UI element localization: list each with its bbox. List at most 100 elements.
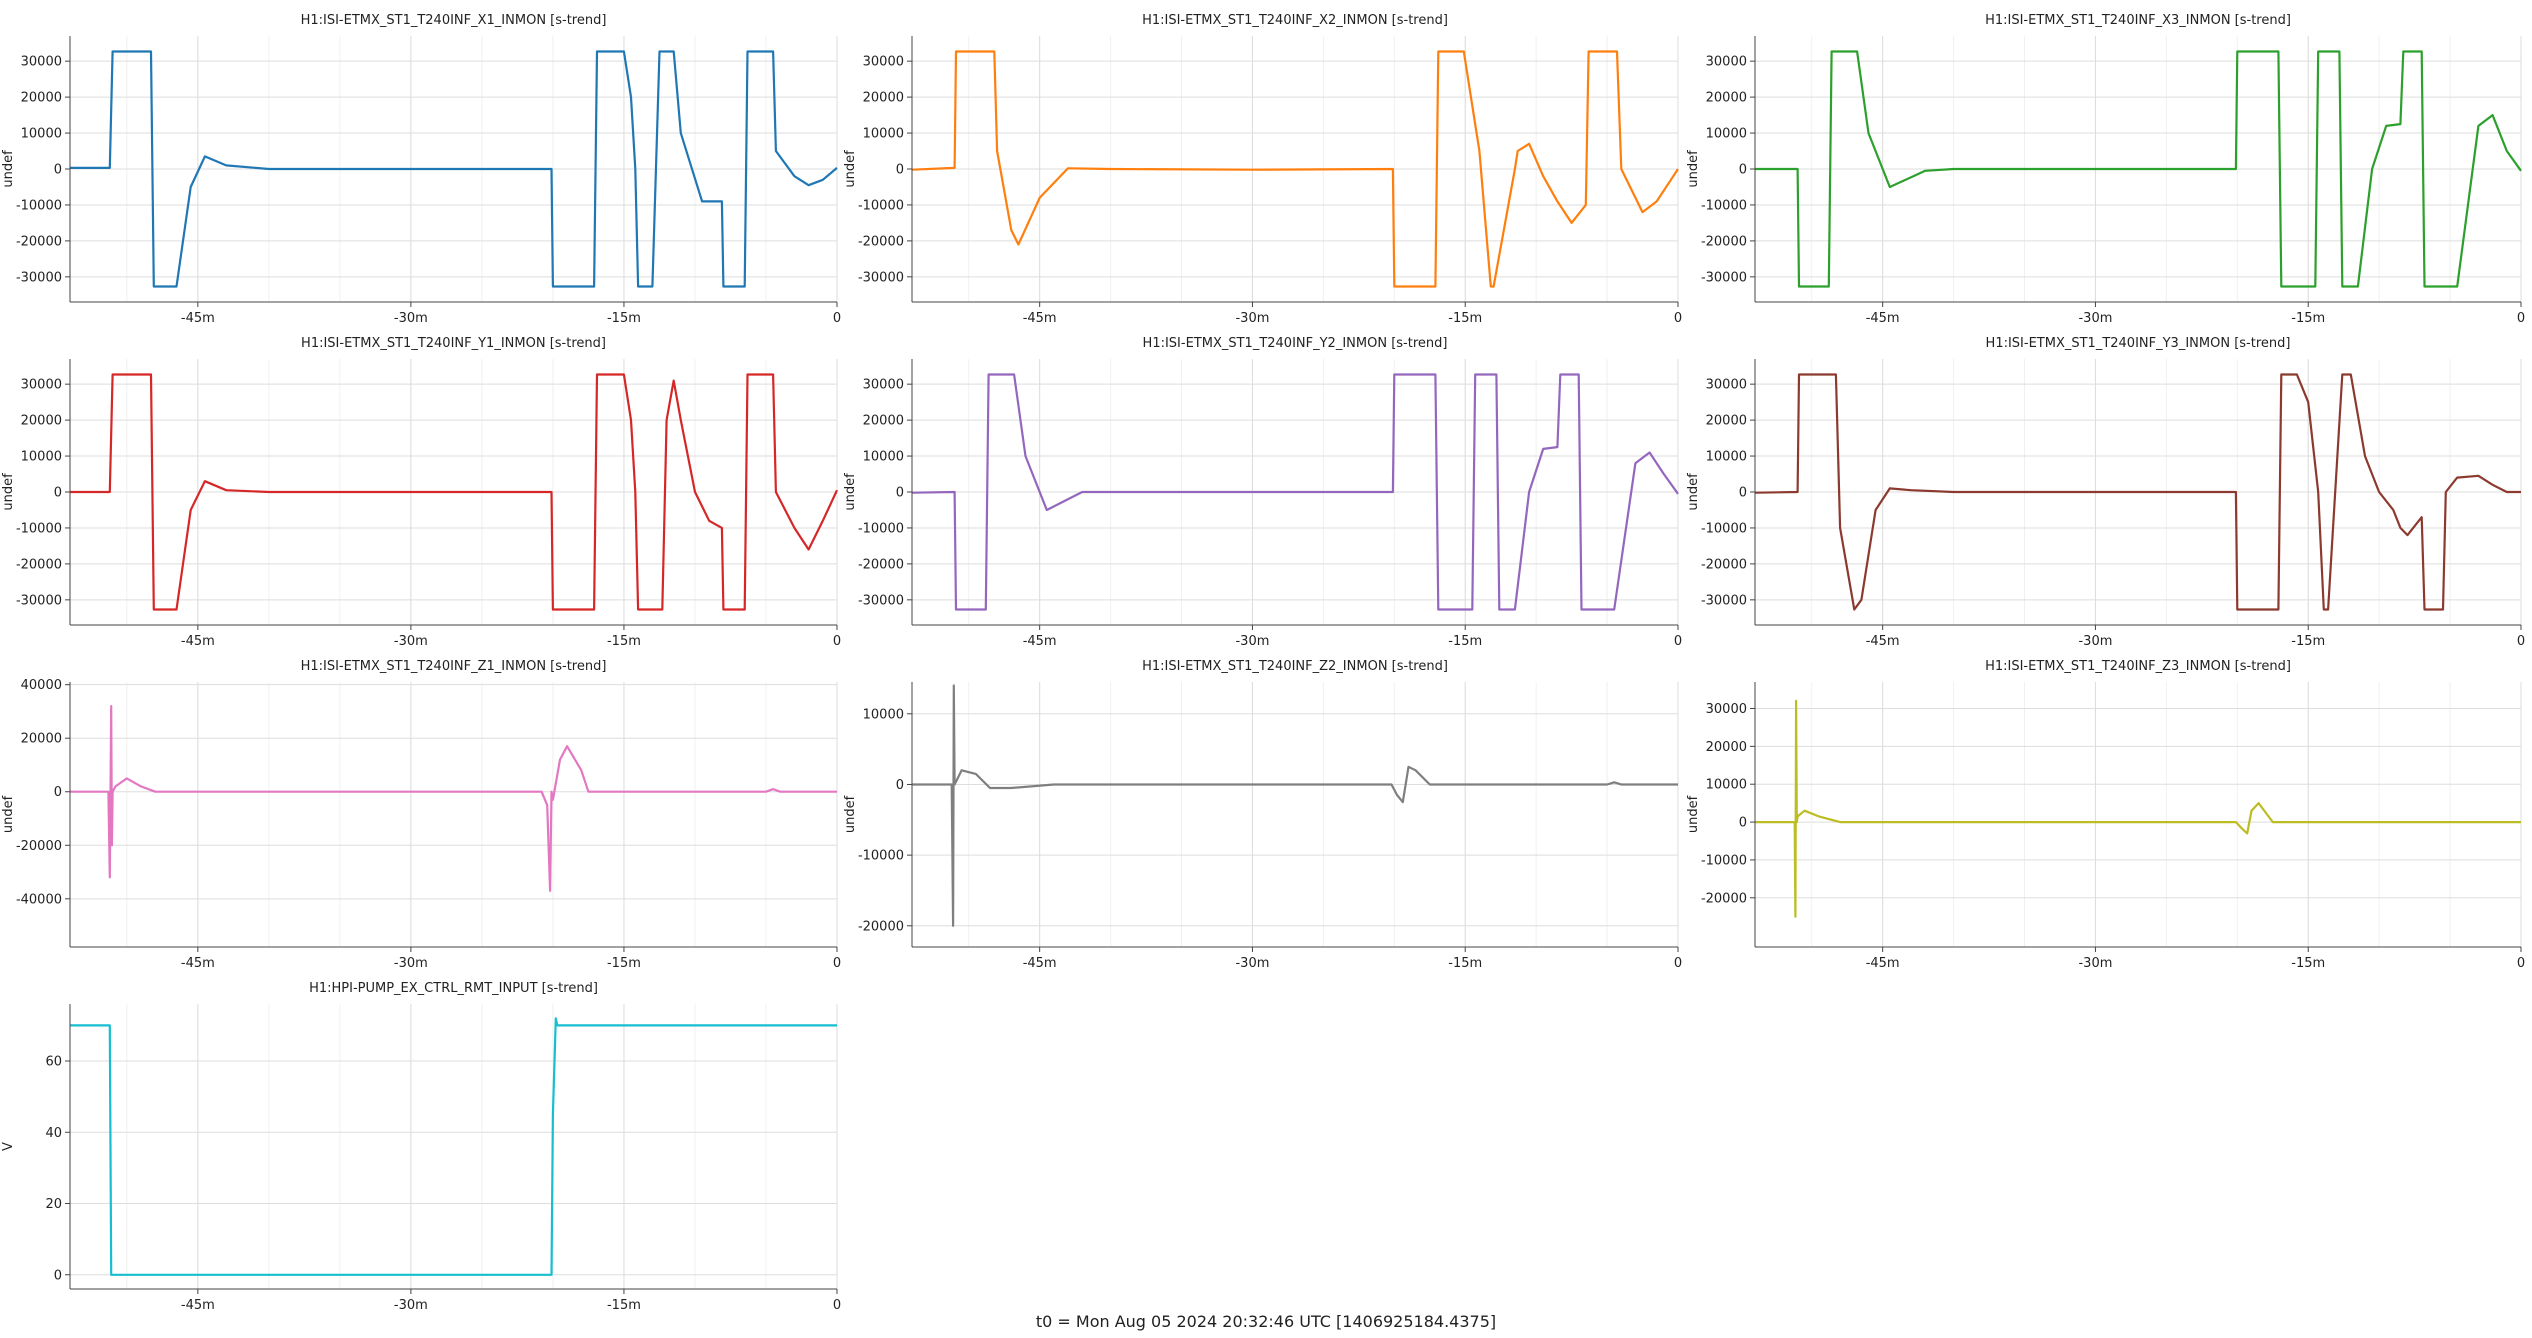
- x-tick-label: -45m: [181, 1298, 215, 1313]
- x-tick-label: -45m: [1023, 956, 1057, 971]
- x-tick-label: -30m: [394, 634, 428, 649]
- x-tick-label: -15m: [1448, 311, 1482, 326]
- y-tick-label: -10000: [858, 849, 904, 864]
- y-tick-label: 20000: [1706, 740, 1747, 755]
- x-tick-label: -45m: [1866, 311, 1900, 326]
- chart-title: H1:ISI-ETMX_ST1_T240INF_Z2_INMON [s-tren…: [1142, 659, 1448, 674]
- x-tick-label: -30m: [1235, 634, 1269, 649]
- y-tick-label: 10000: [863, 450, 904, 465]
- chart-title: H1:ISI-ETMX_ST1_T240INF_X3_INMON [s-tren…: [1985, 13, 2291, 28]
- x-tick-label: -15m: [2291, 311, 2325, 326]
- y-tick-label: -20000: [858, 557, 904, 572]
- chart-title: H1:ISI-ETMX_ST1_T240INF_Y2_INMON [s-tren…: [1143, 336, 1448, 351]
- chart-panel: -45m -30m -15m 0 -30000 -20000 -10000 0 10000 200…: [1686, 336, 2525, 649]
- x-tick-label: -30m: [394, 1298, 428, 1313]
- y-tick-label: 10000: [863, 707, 904, 722]
- y-tick-label: 10000: [1706, 450, 1747, 465]
- x-tick-label: -15m: [607, 956, 641, 971]
- x-tick-label: 0: [833, 956, 841, 971]
- y-axis-label: V: [1, 1142, 16, 1151]
- x-tick-label: -15m: [607, 311, 641, 326]
- y-tick-label: -20000: [16, 557, 62, 572]
- series-line: [1755, 699, 2521, 918]
- y-tick-label: 10000: [863, 127, 904, 142]
- series-line: [70, 373, 838, 611]
- x-tick-label: -30m: [394, 311, 428, 326]
- y-tick-label: 20000: [1706, 414, 1747, 429]
- y-tick-label: 40000: [21, 678, 62, 693]
- y-axis-label: undef: [843, 473, 858, 511]
- chart-panel: -45m -30m -15m 0 -40000 -20000 0 20000 40000 H1:I…: [1, 659, 841, 971]
- y-axis-label: undef: [1, 473, 16, 511]
- x-tick-label: -45m: [181, 634, 215, 649]
- y-tick-label: -30000: [1701, 270, 1747, 285]
- series-line: [911, 50, 1679, 288]
- chart-panel: -45m -30m -15m 0 0 20 40 60 H1:HPI-PUMP_EX_CTRL_…: [1, 981, 841, 1313]
- y-tick-label: -10000: [1701, 853, 1747, 868]
- x-tick-label: -30m: [1235, 956, 1269, 971]
- series-line: [912, 684, 1678, 927]
- x-tick-label: -15m: [1448, 956, 1482, 971]
- chart-title: H1:HPI-PUMP_EX_CTRL_RMT_INPUT [s-trend]: [309, 981, 598, 996]
- chart-title: H1:ISI-ETMX_ST1_T240INF_X1_INMON [s-tren…: [301, 13, 607, 28]
- y-tick-label: -20000: [858, 234, 904, 249]
- chart-title: H1:ISI-ETMX_ST1_T240INF_Y3_INMON [s-tren…: [1986, 336, 2291, 351]
- x-tick-label: -45m: [1866, 956, 1900, 971]
- x-tick-label: -15m: [607, 634, 641, 649]
- y-tick-label: -20000: [858, 919, 904, 934]
- y-tick-label: 30000: [863, 378, 904, 393]
- chart-title: H1:ISI-ETMX_ST1_T240INF_Z3_INMON [s-tren…: [1985, 659, 2291, 674]
- y-axis-label: undef: [843, 150, 858, 188]
- x-tick-label: 0: [2517, 311, 2525, 326]
- y-axis-label: undef: [1686, 473, 1701, 511]
- series-line: [70, 1017, 837, 1276]
- y-axis-label: undef: [1686, 150, 1701, 188]
- chart-title: H1:ISI-ETMX_ST1_T240INF_X2_INMON [s-tren…: [1142, 13, 1448, 28]
- y-tick-label: 10000: [21, 450, 62, 465]
- series-line: [1755, 50, 2522, 288]
- y-tick-label: -10000: [1701, 198, 1747, 213]
- y-tick-label: -20000: [1701, 891, 1747, 906]
- x-tick-label: 0: [833, 311, 841, 326]
- y-tick-label: 20000: [863, 91, 904, 106]
- y-tick-label: -10000: [858, 198, 904, 213]
- y-axis-label: undef: [843, 795, 858, 833]
- y-tick-label: -20000: [1701, 234, 1747, 249]
- x-tick-label: -30m: [2078, 311, 2112, 326]
- y-axis-label: undef: [1, 795, 16, 833]
- y-tick-label: -30000: [1701, 593, 1747, 608]
- y-tick-label: 0: [54, 486, 62, 501]
- y-tick-label: -30000: [858, 593, 904, 608]
- y-tick-label: 30000: [1706, 55, 1747, 70]
- y-tick-label: 20000: [863, 414, 904, 429]
- y-tick-label: 0: [54, 785, 62, 800]
- y-tick-label: -20000: [16, 839, 62, 854]
- y-tick-label: -10000: [1701, 521, 1747, 536]
- y-tick-label: 0: [1739, 816, 1747, 831]
- x-tick-label: -30m: [2078, 956, 2112, 971]
- chart-panel: -45m -30m -15m 0 -30000 -20000 -10000 0 10000 200…: [1, 336, 841, 649]
- y-tick-label: 0: [54, 1268, 62, 1283]
- x-tick-label: 0: [833, 1298, 841, 1313]
- y-tick-label: -40000: [16, 892, 62, 907]
- chart-panel: -45m -30m -15m 0 -30000 -20000 -10000 0 10000 200…: [1, 13, 841, 326]
- y-tick-label: 10000: [1706, 127, 1747, 142]
- y-tick-label: -10000: [16, 198, 62, 213]
- y-tick-label: 20: [45, 1197, 62, 1212]
- y-tick-label: 20000: [21, 414, 62, 429]
- y-tick-label: 0: [896, 778, 904, 793]
- y-tick-label: 20000: [1706, 91, 1747, 106]
- x-tick-label: -45m: [181, 956, 215, 971]
- series-line: [70, 50, 838, 288]
- x-tick-label: 0: [833, 634, 841, 649]
- x-tick-label: -15m: [1448, 634, 1482, 649]
- x-tick-label: 0: [2517, 956, 2525, 971]
- y-tick-label: -10000: [16, 521, 62, 536]
- x-tick-label: -15m: [607, 1298, 641, 1313]
- x-tick-label: -15m: [2291, 956, 2325, 971]
- y-tick-label: 10000: [21, 127, 62, 142]
- x-tick-label: -30m: [2078, 634, 2112, 649]
- y-tick-label: 0: [1739, 163, 1747, 178]
